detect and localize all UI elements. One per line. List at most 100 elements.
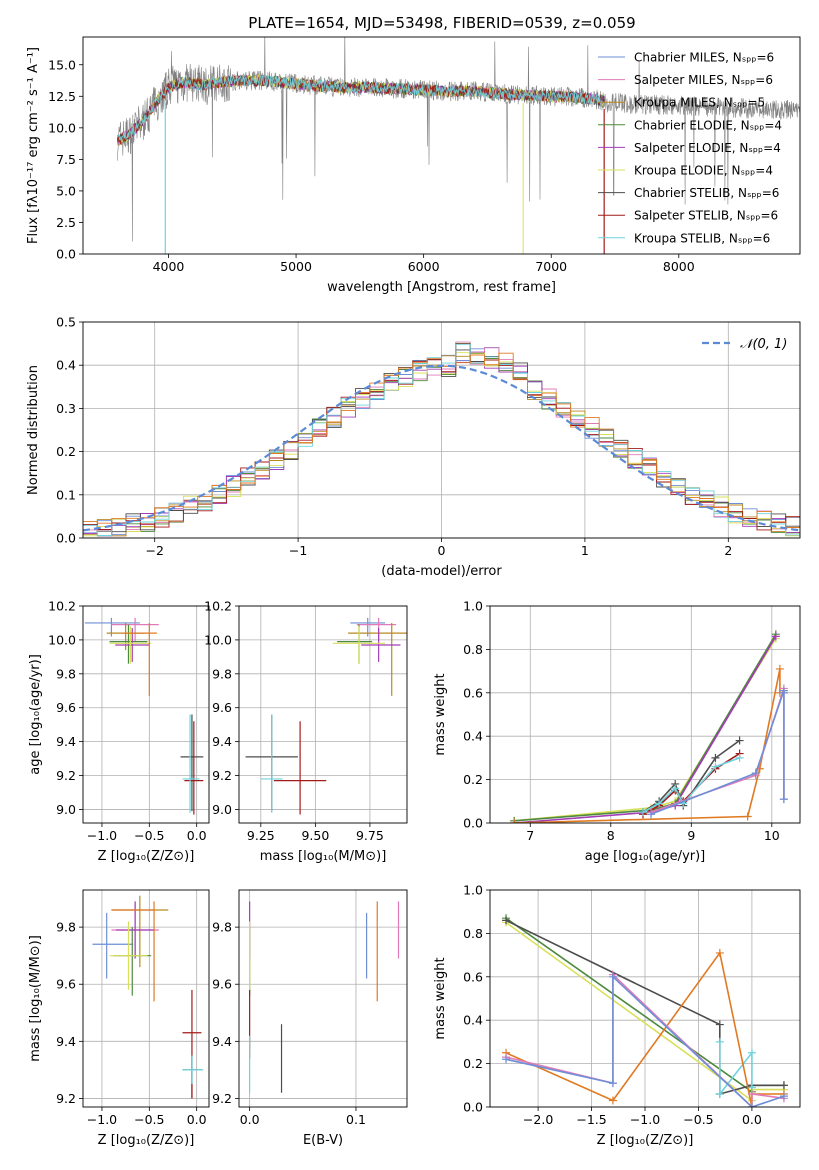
age_vs_mass-xlabel: mass [log₁₀(M/M⊙)] bbox=[260, 849, 387, 864]
weight_vs_age-series-line bbox=[650, 690, 785, 816]
mass_vs_Z-ylabel: mass [log₁₀(M/M⊙)] bbox=[28, 935, 43, 1062]
weight_vs_Z-xtick-label: −1.0 bbox=[630, 1112, 660, 1127]
residual-legend-label: 𝒩(0, 1) bbox=[740, 337, 787, 352]
residuals-xtick-label: −1 bbox=[289, 543, 307, 558]
weight_vs_Z-marker bbox=[502, 916, 511, 925]
age_vs_Z-points bbox=[84, 617, 204, 815]
weight_vs_Z-xtick-label: −1.5 bbox=[576, 1112, 606, 1127]
legend-label: Salpeter STELIB, Nₛₚₚ=6 bbox=[634, 209, 778, 223]
weight_vs_age-marker bbox=[711, 753, 720, 762]
age_vs_mass-xtick-label: 9.50 bbox=[301, 828, 329, 843]
weight_vs_Z-marker bbox=[715, 1089, 724, 1098]
weight_vs_Z-xtick-label: −0.5 bbox=[683, 1112, 713, 1127]
age_vs_mass-points bbox=[245, 617, 407, 815]
age_vs_Z-xlabel: Z [log₁₀(Z/Z⊙)] bbox=[98, 849, 195, 864]
age_vs_Z-ylabel: age [log₁₀(age/yr)] bbox=[28, 654, 43, 775]
age_vs_Z-frame bbox=[82, 605, 210, 824]
age_vs_Z-ytick-label: 9.6 bbox=[56, 700, 76, 715]
residuals-xtick-label: −2 bbox=[145, 543, 163, 558]
spectrum-frame bbox=[82, 36, 801, 255]
age_vs_mass-ytick-label: 10.0 bbox=[204, 632, 232, 647]
weight_vs_age-ytick-label: 0.8 bbox=[463, 642, 483, 657]
mass_vs_Z-axes: −1.0 −0.5 0.0 9.2 9.4 9.6 9.8 Z [log₁₀(Z/Z⊙)] ma… bbox=[28, 890, 209, 1148]
legend-label: Chabrier MILES, Nₛₚₚ=6 bbox=[634, 51, 774, 65]
weight_vs_Z-marker bbox=[747, 1103, 756, 1107]
weight_vs_age-series-line bbox=[642, 757, 740, 813]
weight_vs_age-xlabel: age [log₁₀(age/yr)] bbox=[585, 849, 706, 864]
mass_vs_EBV-xlabel: E(B-V) bbox=[303, 1133, 343, 1148]
weight_vs_Z-marker bbox=[747, 1048, 756, 1057]
age_vs_mass-errorbar bbox=[337, 624, 373, 664]
mass_vs_Z-xtick-label: −0.5 bbox=[134, 1112, 164, 1127]
age_vs_mass-errorbar bbox=[260, 714, 283, 813]
spectrum-xtick-label: 6000 bbox=[408, 259, 440, 274]
mass_vs_Z-xtick-label: −1.0 bbox=[87, 1112, 117, 1127]
plots-layer: 4000 5000 6000 7000 80000.02.55.07.510.012.5… bbox=[26, 36, 801, 1148]
legend-label: Salpeter ELODIE, Nₛₚₚ=4 bbox=[634, 141, 781, 155]
weight_vs_age-marker bbox=[779, 688, 788, 697]
spectrum-xtick-label: 4000 bbox=[153, 259, 185, 274]
weight_vs_age-ytick-label: 0.2 bbox=[463, 772, 483, 787]
weight_vs_age-marker bbox=[711, 762, 720, 771]
weight_vs_age-ylabel: mass weight bbox=[433, 673, 448, 755]
mass_vs_Z-ytick-label: 9.8 bbox=[56, 920, 76, 935]
weight_vs_age-marker bbox=[779, 795, 788, 804]
weight_vs_age-marker bbox=[638, 808, 647, 817]
residuals-ytick-label: 0.3 bbox=[56, 401, 76, 416]
weight_vs_Z-marker bbox=[608, 1096, 617, 1105]
weight_vs_age-marker bbox=[743, 812, 752, 821]
weight_vs_age-xtick-label: 10 bbox=[764, 828, 780, 843]
spectrum-axes: 4000 5000 6000 7000 8000 0.0 2.5 5.0 7.5 10.0 12.5… bbox=[26, 47, 695, 295]
weight_vs_Z-series-line bbox=[718, 1041, 753, 1097]
weight_vs_Z-marker bbox=[747, 1089, 756, 1098]
weight_vs_Z-frame bbox=[489, 889, 801, 1108]
weight_vs_age-marker bbox=[655, 799, 664, 808]
residuals-xtick-label: 0 bbox=[438, 543, 446, 558]
spectrum-legend: Chabrier MILES, Nₛₚₚ=6 Salpeter MILES, Nₛ… bbox=[598, 51, 782, 245]
normal-curve bbox=[83, 364, 800, 532]
residual-hist-kroupa-elodie bbox=[83, 352, 800, 537]
weight_vs_Z-ytick-label: 1.0 bbox=[463, 883, 483, 898]
mass_vs_Z-xtick-label: 0.0 bbox=[187, 1112, 207, 1127]
age_vs_Z-axes: −1.0 −0.5 0.0 9.0 9.2 9.4 9.6 9.8 10.0 10.2 Z [log… bbox=[28, 599, 209, 864]
age_vs_mass-errorbar bbox=[356, 617, 397, 642]
age_vs_Z-ytick-label: 9.0 bbox=[56, 802, 76, 817]
mass_vs_EBV-ytick-label: 9.6 bbox=[212, 977, 232, 992]
residuals-xtick-label: 2 bbox=[724, 543, 732, 558]
age_vs_Z-errorbar bbox=[180, 714, 204, 812]
weight_vs_Z-marker bbox=[715, 948, 724, 957]
residuals-ylabel: Normed distribution bbox=[26, 365, 41, 495]
residuals-ytick-label: 0.5 bbox=[56, 315, 76, 330]
weight_vs_Z-marker bbox=[715, 1020, 724, 1029]
mass_vs_Z-frame bbox=[82, 889, 210, 1108]
residual-hist-kroupa-stelib bbox=[83, 343, 800, 536]
weight_vs_age-xtick-label: 8 bbox=[607, 828, 615, 843]
weight_vs_age-ytick-label: 0.4 bbox=[463, 729, 483, 744]
weight_vs_age-ytick-label: 1.0 bbox=[463, 599, 483, 614]
age_vs_mass-ytick-label: 9.4 bbox=[212, 734, 232, 749]
mass_vs_Z-errorbar bbox=[111, 895, 169, 968]
residual-hist-salpeter-stelib bbox=[83, 343, 800, 531]
weight_vs_Z-ytick-label: 0.2 bbox=[463, 1056, 483, 1071]
age_vs_Z-ytick-label: 9.8 bbox=[56, 666, 76, 681]
spectrum-model-line bbox=[116, 74, 605, 141]
weight_vs_Z-xtick-label: −2.0 bbox=[523, 1112, 553, 1127]
mass_vs_Z-errorbar bbox=[92, 912, 134, 979]
spectrum-ytick-label: 5.0 bbox=[56, 183, 76, 198]
mass_vs_EBV-ytick-label: 9.8 bbox=[212, 920, 232, 935]
weight_vs_Z-ytick-label: 0.6 bbox=[463, 969, 483, 984]
mass_vs_Z-ytick-label: 9.4 bbox=[56, 1034, 76, 1049]
age_vs_Z-xtick-label: −1.0 bbox=[87, 828, 117, 843]
age_vs_Z-xtick-label: −0.5 bbox=[134, 828, 164, 843]
mass_vs_EBV-axes: 0.0 0.1 9.2 9.4 9.6 9.8 E(B-V) bbox=[212, 890, 407, 1148]
legend-label: Kroupa MILES, Nₛₚₚ=5 bbox=[634, 96, 765, 110]
spectrum-ytick-label: 0.0 bbox=[56, 247, 76, 262]
age_vs_Z-ytick-label: 10.0 bbox=[48, 632, 76, 647]
age_vs_mass-xtick-label: 9.75 bbox=[356, 828, 384, 843]
age_vs_Z-errorbar bbox=[184, 721, 204, 815]
residuals-ytick-label: 0.1 bbox=[56, 487, 76, 502]
age_vs_Z-errorbar bbox=[120, 622, 157, 696]
age_vs_Z-ytick-label: 9.2 bbox=[56, 768, 76, 783]
weight_vs_age-marker bbox=[771, 632, 780, 641]
